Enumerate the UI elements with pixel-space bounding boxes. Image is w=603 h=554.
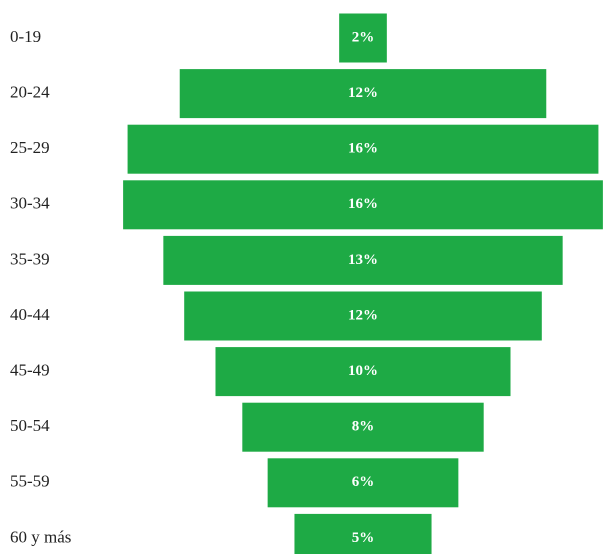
value-label: 8% xyxy=(352,419,375,435)
category-label: 50-54 xyxy=(10,416,50,435)
category-label: 25-29 xyxy=(10,138,50,157)
value-label: 10% xyxy=(348,363,378,379)
category-label: 0-19 xyxy=(10,27,41,46)
value-label: 13% xyxy=(348,252,378,268)
category-label: 60 y más xyxy=(10,527,71,546)
value-label: 6% xyxy=(352,474,375,490)
bar xyxy=(123,180,603,230)
bar xyxy=(163,235,563,285)
value-label: 16% xyxy=(348,141,378,157)
bar xyxy=(294,513,432,554)
category-label: 40-44 xyxy=(10,305,50,324)
value-label: 16% xyxy=(348,196,378,212)
category-label: 45-49 xyxy=(10,361,50,380)
value-label: 5% xyxy=(352,530,375,546)
value-label: 12% xyxy=(348,85,378,101)
bar xyxy=(267,458,459,508)
category-label: 55-59 xyxy=(10,472,50,491)
category-label: 30-34 xyxy=(10,194,50,213)
category-label: 20-24 xyxy=(10,83,50,102)
bar xyxy=(339,13,387,63)
value-label: 12% xyxy=(348,307,378,323)
bar xyxy=(242,402,484,452)
value-label: 2% xyxy=(352,29,375,45)
category-label: 35-39 xyxy=(10,249,50,268)
bar xyxy=(179,69,547,119)
bar xyxy=(215,347,511,397)
bar xyxy=(127,124,599,174)
bar xyxy=(184,291,542,341)
